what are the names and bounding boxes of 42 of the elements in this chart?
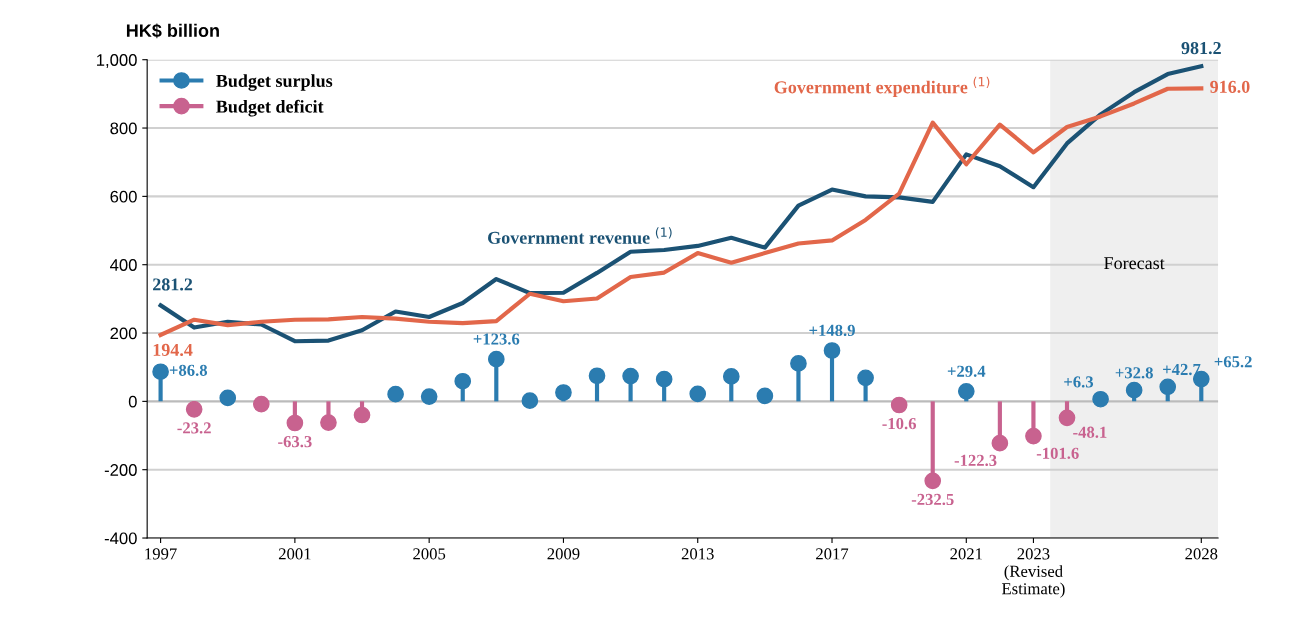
x-tick-label: 2005 — [413, 548, 446, 560]
data-label: 916.0 — [1210, 80, 1250, 94]
data-label: 281.2 — [153, 278, 193, 291]
band-label: Forecast — [1104, 257, 1165, 270]
x-tick-label: 1997 — [145, 548, 177, 560]
legend-label: Budget surplus — [216, 74, 333, 91]
y-tick-label: 800 — [110, 122, 137, 135]
data-label: -10.6 — [882, 417, 917, 430]
series-label: Government expenditure $^{(1)}$ — [774, 76, 990, 98]
y-tick-label: 1,000 — [97, 54, 137, 68]
data-label: +65.2 — [1214, 356, 1252, 368]
data-label: +123.6 — [473, 333, 520, 345]
x-tick-label: 2023 (Revised Estimate) — [1001, 548, 1065, 598]
data-label: +29.4 — [947, 365, 986, 377]
x-tick-label: 2017 — [816, 548, 849, 560]
series-label: Government revenue $^{(1)}$ — [488, 227, 672, 244]
x-tick-label: 2001 — [278, 548, 311, 560]
data-label: +42.7 — [1163, 363, 1201, 376]
y-tick-label: 0 — [128, 395, 137, 408]
legend-label: Budget deficit — [216, 99, 324, 117]
data-label: +86.8 — [169, 364, 208, 376]
y-tick-label: -200 — [104, 464, 137, 476]
data-label: 981.2 — [1181, 41, 1221, 55]
y-tick-label: 200 — [110, 327, 137, 340]
data-label: 194.4 — [153, 343, 193, 357]
data-label: -23.2 — [177, 422, 211, 434]
x-tick-label: 2009 — [547, 548, 580, 560]
data-label: -63.3 — [278, 436, 312, 448]
data-label: +6.3 — [1064, 376, 1094, 388]
data-label: -122.3 — [954, 454, 997, 467]
data-label: -48.1 — [1073, 426, 1107, 438]
data-label: +32.8 — [1115, 367, 1153, 379]
y-tick-label: -400 — [104, 532, 137, 545]
x-tick-label: 2028 — [1185, 548, 1218, 560]
x-tick-label: 2013 — [681, 548, 714, 560]
y-axis-title: HK$ billion — [126, 23, 219, 39]
data-label: -101.6 — [1036, 447, 1079, 459]
y-tick-label: 600 — [110, 190, 137, 203]
x-tick-label: 2021 — [950, 548, 982, 560]
y-tick-label: 400 — [110, 259, 137, 271]
data-label: +148.9 — [809, 324, 855, 337]
data-label: -232.5 — [911, 493, 954, 506]
